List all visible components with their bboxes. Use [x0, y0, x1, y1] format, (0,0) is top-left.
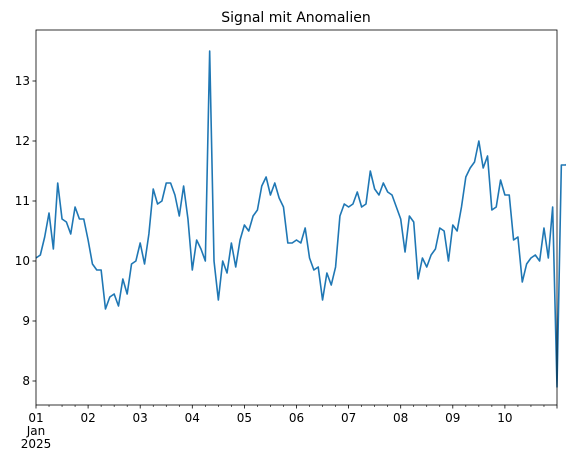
y-tick-label: 9	[22, 314, 30, 328]
y-tick-label: 10	[15, 254, 30, 268]
y-tick-label: 8	[22, 374, 30, 388]
x-tick-label: 10	[497, 411, 512, 425]
x-tick-label: 05	[237, 411, 252, 425]
x-tick-label: 06	[289, 411, 304, 425]
chart-title: Signal mit Anomalien	[221, 10, 370, 26]
y-tick-label: 13	[15, 74, 30, 88]
x-tick-label: 03	[133, 411, 148, 425]
y-axis: 8 9 10 11 12 13	[15, 74, 36, 388]
x-axis: 01 Jan 2025 02 03 04 05 06 07 08 09 10	[21, 405, 558, 451]
series-line	[35, 50, 566, 388]
plot-area	[35, 50, 566, 388]
x-tick-label: 09	[445, 411, 460, 425]
x-tick-label: 01 Jan 2025	[21, 411, 52, 451]
x-tick-label: 04	[185, 411, 200, 425]
x-tick-label: 02	[80, 411, 95, 425]
y-tick-label: 12	[15, 134, 30, 148]
x-tick-label: 08	[393, 411, 408, 425]
x-tick-label: 07	[341, 411, 356, 425]
plot-frame	[35, 29, 558, 406]
y-tick-label: 11	[15, 194, 30, 208]
